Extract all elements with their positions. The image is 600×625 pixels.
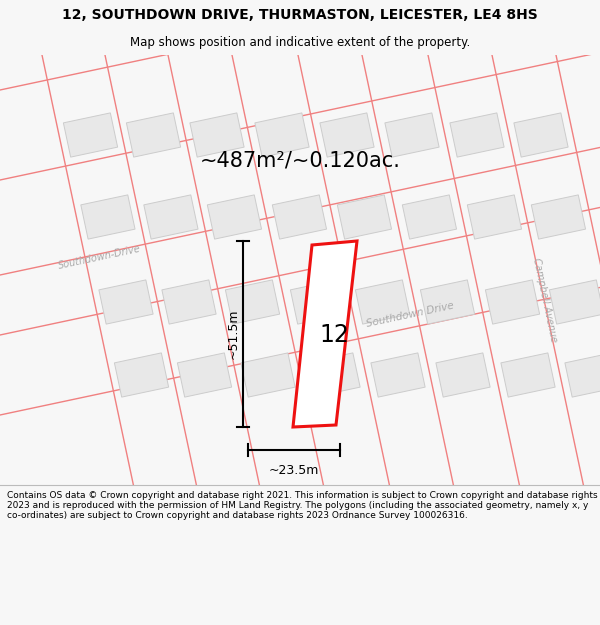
Bar [532, 195, 586, 239]
Bar [127, 113, 181, 157]
Bar [371, 353, 425, 397]
Bar [226, 280, 280, 324]
Bar [306, 353, 360, 397]
Bar [241, 353, 295, 397]
Bar [550, 280, 600, 324]
Bar [403, 195, 457, 239]
Text: Contains OS data © Crown copyright and database right 2021. This information is : Contains OS data © Crown copyright and d… [7, 491, 598, 521]
Text: Southdown Drive: Southdown Drive [365, 301, 455, 329]
Bar [255, 113, 309, 157]
Bar [144, 195, 198, 239]
Text: 12: 12 [320, 322, 349, 346]
Bar [99, 280, 153, 324]
Bar [337, 195, 392, 239]
Bar [208, 195, 262, 239]
Bar [64, 113, 118, 157]
Bar [514, 113, 568, 157]
Text: Campbell Avenue: Campbell Avenue [531, 257, 559, 343]
Text: 12, SOUTHDOWN DRIVE, THURMASTON, LEICESTER, LE4 8HS: 12, SOUTHDOWN DRIVE, THURMASTON, LEICEST… [62, 8, 538, 22]
Text: ~23.5m: ~23.5m [269, 464, 319, 477]
Bar [467, 195, 521, 239]
Bar [385, 113, 439, 157]
Bar [450, 113, 504, 157]
Text: Map shows position and indicative extent of the property.: Map shows position and indicative extent… [130, 36, 470, 49]
Text: ~487m²/~0.120ac.: ~487m²/~0.120ac. [200, 150, 400, 170]
Bar [162, 280, 216, 324]
Bar [272, 195, 326, 239]
Bar [320, 113, 374, 157]
Bar [190, 113, 244, 157]
Bar [178, 353, 232, 397]
Bar [501, 353, 555, 397]
Polygon shape [293, 241, 357, 427]
Text: ~51.5m: ~51.5m [227, 309, 239, 359]
Text: Southdown-Drive: Southdown-Drive [58, 243, 142, 271]
Bar [436, 353, 490, 397]
Bar [81, 195, 135, 239]
Bar [115, 353, 169, 397]
Bar [565, 353, 600, 397]
Bar [485, 280, 539, 324]
Bar [355, 280, 410, 324]
Bar [421, 280, 475, 324]
Bar [290, 280, 344, 324]
